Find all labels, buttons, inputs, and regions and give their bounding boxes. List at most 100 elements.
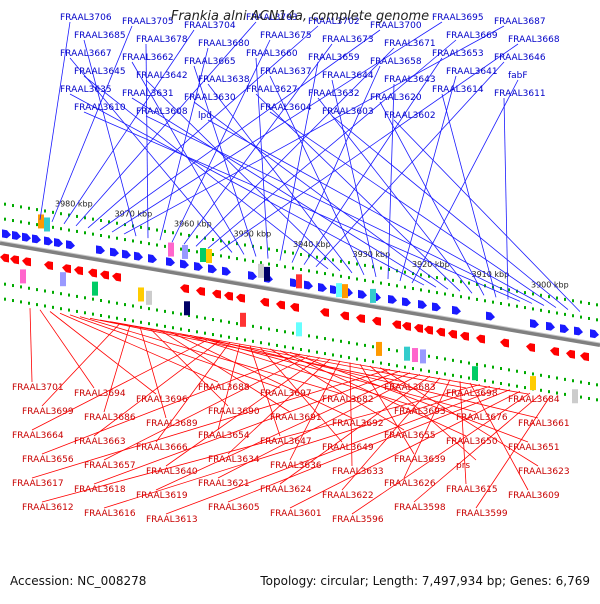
scale-label: 3900 kbp [531,280,569,289]
forward-gene-arrow [574,326,583,336]
tick-mark [76,229,78,233]
forward-gene-label: FRAAL3704 [184,21,236,31]
forward-gene-label: FRAAL3653 [432,49,484,59]
tick-mark [84,311,86,315]
forward-leader-line [303,57,443,265]
forward-gene-label: FRAAL3602 [384,111,436,121]
tick-mark [100,219,102,222]
reverse-gene-arrow [448,329,457,339]
forward-leader-line [159,47,209,241]
forward-gene-arrow [358,289,367,299]
forward-gene-label: FRAAL3610 [74,103,126,113]
forward-leader-line [291,65,381,263]
tick-mark [444,277,446,281]
reverse-gene-arrow [10,255,19,265]
reverse-leader-line [169,331,353,419]
tick-mark [20,220,22,224]
tick-mark [372,345,374,349]
tick-mark [204,331,206,335]
tick-mark [316,270,318,274]
reverse-gene-label: FRAAL3682 [322,395,374,405]
forward-gene-arrow [546,321,555,331]
tick-mark [260,261,262,265]
forward-gene-arrow [418,300,427,309]
tick-mark [20,285,22,289]
forward-leader-line [83,39,137,237]
tick-mark [60,212,62,216]
reverse-gene-label: FRAAL3699 [22,407,74,417]
forward-gene-arrow [96,245,105,255]
reverse-gene-label: FRAAL3656 [22,455,74,465]
tick-mark [116,236,118,240]
tick-mark [68,213,70,217]
tick-mark [172,231,174,235]
tick-mark [372,265,374,269]
tick-mark [244,258,246,262]
reverse-leader-line [249,345,281,437]
forward-gene-arrow [12,231,21,240]
feature-box [342,284,348,299]
tick-mark [124,223,126,227]
reverse-leader-line [89,317,405,383]
reverse-leader-line [103,355,311,461]
tick-mark [460,280,462,284]
tick-mark [396,284,398,288]
forward-leader-line [503,97,509,300]
tick-mark [572,299,574,303]
tick-mark [236,257,238,261]
reverse-gene-arrow [372,316,381,326]
reverse-gene-arrow [340,311,349,321]
reverse-leader-line [351,392,531,515]
tick-mark [324,337,326,341]
tick-mark [36,288,38,292]
reverse-gene-label: FRAAL3634 [208,455,260,465]
tick-mark [324,352,326,356]
reverse-gene-arrow [180,284,189,294]
forward-gene-label: FRAAL3620 [370,93,422,103]
tick-mark [316,255,318,259]
tick-mark [52,290,54,294]
forward-gene-arrow [22,232,31,242]
forward-gene-arrow [110,247,119,257]
reverse-gene-label: FRAAL3623 [518,467,570,477]
reverse-gene-label: FRAAL3617 [12,479,64,489]
reverse-gene-label: FRAAL3676 [456,413,508,423]
scale-label: 3940 kbp [293,240,331,249]
forward-gene-label: FRAAL3630 [184,93,236,103]
tick-mark [556,376,558,380]
tick-mark [84,216,86,220]
map-title: Frankia alni ACN14a, complete genome [170,9,430,24]
forward-leader-line [441,93,497,298]
tick-mark [500,382,502,385]
tick-mark [452,278,454,282]
tick-mark [388,282,390,286]
forward-gene-label: fabF [508,71,528,81]
tick-mark [44,209,46,213]
tick-mark [564,377,566,381]
forward-gene-label: FRAAL3695 [432,13,484,23]
forward-gene-label: lpd [198,111,212,121]
reverse-leader-line [41,323,121,407]
genome-backbone-highlight [0,240,600,344]
tick-mark [212,333,214,337]
tick-mark [228,240,230,244]
reverse-gene-label: FRAAL3613 [146,515,198,525]
forward-gene-label: FRAAL3687 [494,17,546,27]
reverse-gene-label: FRAAL3690 [208,407,260,417]
tick-mark [28,206,30,210]
forward-leader-line [331,115,569,310]
forward-gene-label: FRAAL3611 [494,89,546,99]
tick-mark [68,228,70,232]
reverse-gene-arrow [290,302,299,312]
tick-mark [180,312,182,316]
tick-mark [444,292,446,296]
reverse-gene-arrow [424,325,433,335]
tick-mark [140,240,142,244]
tick-mark [364,343,366,347]
tick-mark [244,243,246,247]
feature-box [296,274,302,289]
tick-mark [196,235,198,239]
forward-leader-line [83,111,521,302]
tick-mark [108,220,110,224]
